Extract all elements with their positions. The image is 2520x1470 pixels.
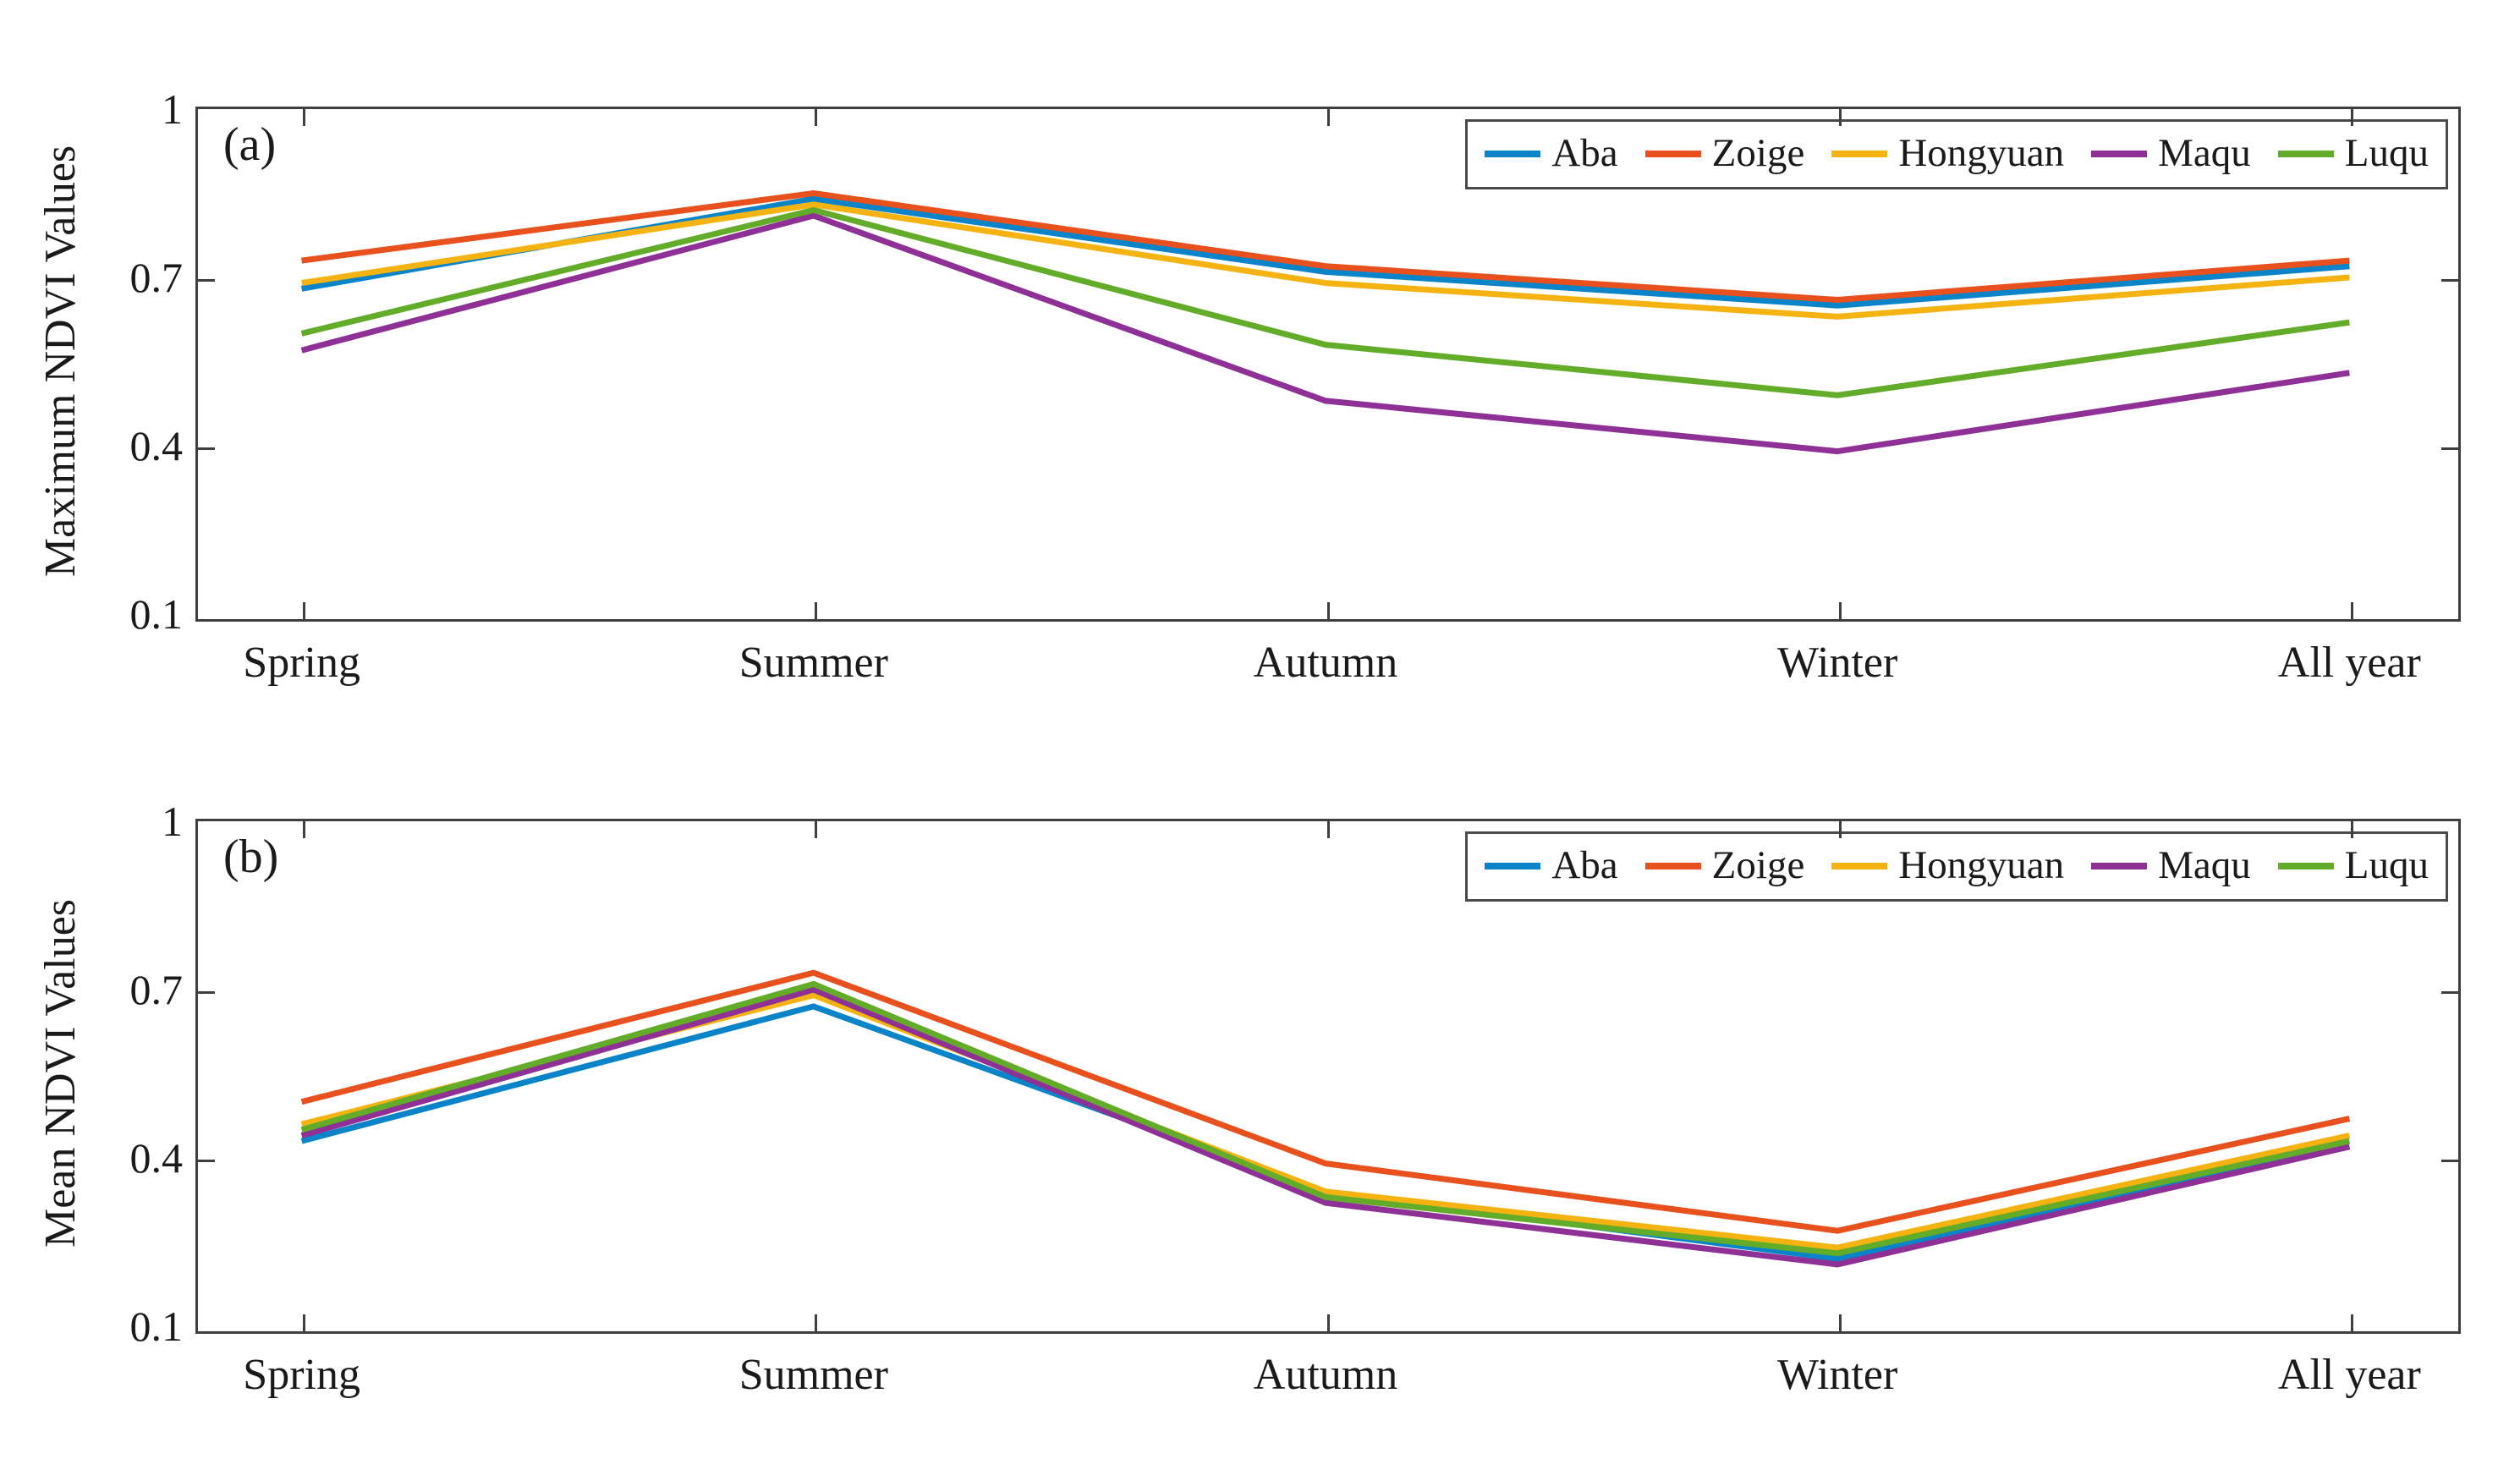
y-axis-tick [198,278,215,282]
x-tick-label: Winter [1777,1351,1898,1399]
x-axis-tick [815,1314,818,1331]
x-axis-tick [2350,602,2353,619]
legend-label: Zoige [1711,843,1805,887]
x-tick-label: All year [2277,639,2421,687]
legend-line-swatch [2277,150,2334,157]
legend-line-swatch [1831,862,1888,869]
y-axis-title-b: Mean NDVI Values [36,898,85,1248]
legend-item-luqu: Luqu [2277,131,2429,175]
plot-area-b: (b) Aba Zoige Hongyuan Maqu Luqu [195,819,2461,1334]
line-chart-svg-b [300,969,2351,1268]
panel-label-b: (b) [223,831,279,883]
legend-item-maqu: Maqu [2091,846,2251,886]
legend-line-swatch [2277,862,2334,869]
line-chart-svg-a [300,190,2350,455]
x-tick-label: Summer [738,1351,888,1399]
y-axis-tick [2441,1159,2458,1162]
legend-line-swatch [1485,862,1541,869]
x-axis-tick [303,821,306,838]
legend-label: Zoige [1711,131,1805,175]
legend-label: Maqu [2158,131,2251,175]
legend-b: Aba Zoige Hongyuan Maqu Luqu [1465,831,2448,902]
y-tick-label: 0.4 [129,422,184,469]
legend-a: Aba Zoige Hongyuan Maqu Luqu [1465,119,2448,189]
legend-item-zoige: Zoige [1644,843,1805,887]
y-axis-tick [198,1159,215,1162]
x-axis-tick [1838,109,1842,126]
x-axis-tick [2350,821,2353,838]
y-axis-tick [2441,990,2458,994]
x-axis-tick [303,602,306,619]
x-tick-label: Autumn [1253,1351,1398,1399]
x-axis-tick [1838,821,1842,838]
x-tick-label: Autumn [1253,639,1398,687]
y-tick-label: 0.4 [129,1134,184,1182]
legend-line-swatch [1485,150,1541,157]
legend-item-zoige: Zoige [1644,131,1805,175]
x-tick-label: Spring [243,1351,360,1399]
series-line-zoige [301,190,2350,303]
x-axis-tick [815,821,818,838]
x-axis-tick [1326,109,1330,126]
x-axis-tick [303,109,306,126]
series-line-maqu [300,212,2350,455]
legend-line-swatch [2091,150,2148,157]
x-axis-tick [1326,1314,1330,1331]
y-tick-label: 0.7 [129,254,184,301]
legend-line-swatch [2091,862,2148,869]
legend-line-swatch [1831,150,1888,157]
y-tick-label: 0.7 [129,966,184,1013]
legend-item-aba: Aba [1485,131,1618,175]
x-axis-tick [303,1314,306,1331]
x-tick-label: Summer [738,639,888,687]
legend-item-hongyuan: Hongyuan [1831,846,2064,886]
legend-item-hongyuan: Hongyuan [1831,134,2064,173]
x-tick-label: All year [2277,1351,2421,1399]
x-axis-tick [1838,1314,1842,1331]
y-axis-tick [2441,278,2458,282]
x-axis-tick [815,602,818,619]
legend-label: Aba [1551,131,1618,175]
y-tick-label: 0.1 [129,1303,184,1350]
panel-label-a: (a) [223,118,277,171]
legend-label: Hongyuan [1898,131,2065,175]
series-line-hongyuan [301,201,2350,320]
x-axis-tick [2350,109,2353,126]
y-axis-tick [2441,447,2458,450]
legend-item-aba: Aba [1485,843,1618,887]
series-line-luqu [300,206,2350,398]
y-tick-label: 0.1 [129,590,184,638]
legend-label: Hongyuan [1898,843,2065,887]
x-axis-tick [2350,1314,2353,1331]
y-axis-tick [198,990,215,994]
x-tick-label: Spring [243,639,360,687]
legend-label: Aba [1551,843,1618,887]
x-tick-label: Winter [1777,639,1898,687]
legend-label: Luqu [2344,843,2429,887]
legend-label: Maqu [2158,843,2251,887]
series-line-luqu [300,980,2351,1257]
legend-label: Luqu [2344,131,2429,175]
series-line-zoige [300,969,2351,1234]
x-axis-tick [1838,602,1842,619]
legend-line-swatch [1644,150,1701,157]
y-tick-label: 1 [162,798,183,845]
plot-area-a: (a) Aba Zoige Hongyuan Maqu Luqu [195,107,2461,622]
legend-line-swatch [1644,862,1701,869]
legend-item-luqu: Luqu [2277,843,2429,887]
legend-item-maqu: Maqu [2091,134,2251,173]
x-axis-tick [1326,821,1330,838]
x-axis-tick [815,109,818,126]
y-axis-tick [198,447,215,450]
x-axis-tick [1326,602,1330,619]
series-line-maqu [300,986,2351,1268]
y-tick-label: 1 [162,85,183,133]
